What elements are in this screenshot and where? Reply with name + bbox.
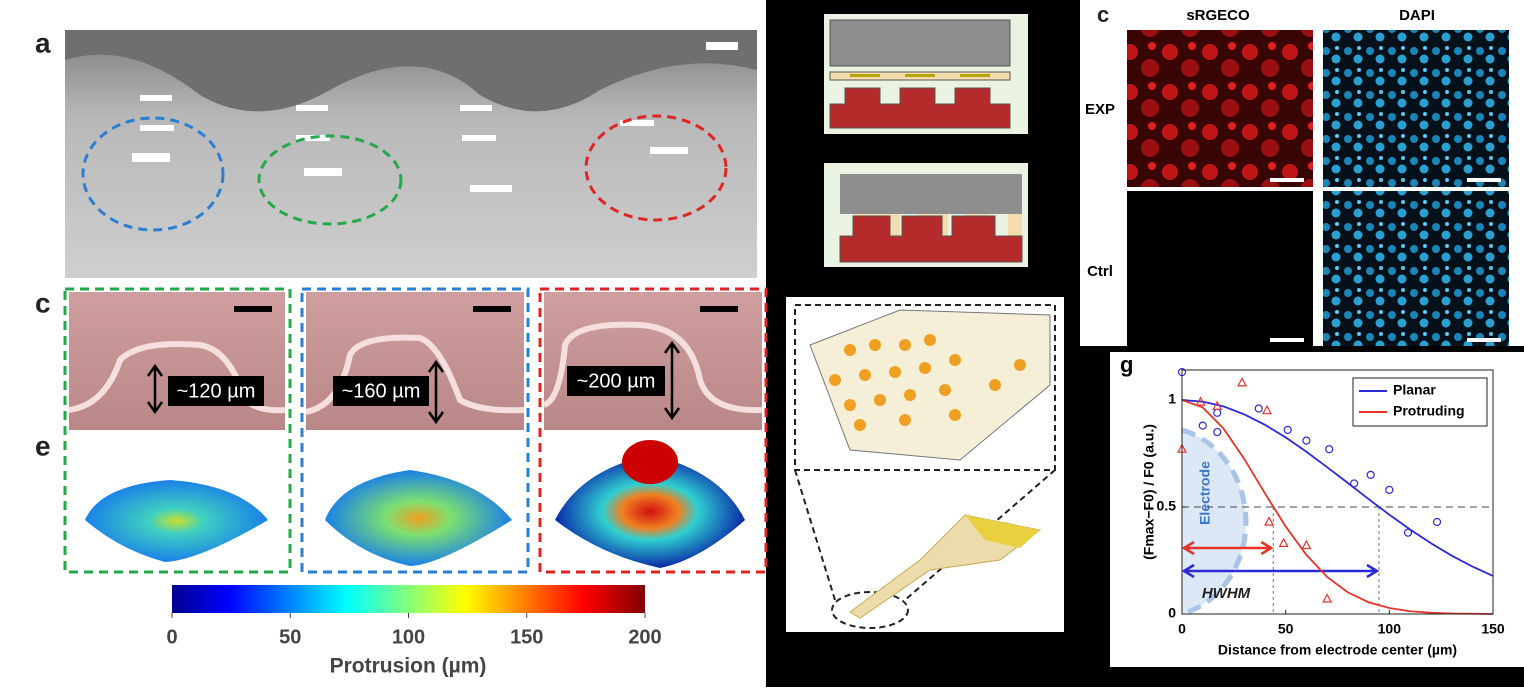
data-point (1198, 421, 1207, 430)
sem-shadow (65, 30, 757, 112)
y-tick-label: 0 (1168, 605, 1176, 621)
column-header: sRGECO (1186, 7, 1250, 24)
data-point (1283, 425, 1292, 435)
y-tick-label: 1 (1168, 391, 1176, 407)
y-axis-label: (Fmax−F0) / F0 (a.u.) (1141, 424, 1157, 560)
hwhm-arrow (1181, 563, 1380, 579)
data-point (1278, 537, 1289, 547)
panel-label: c (35, 287, 51, 318)
colorbar-tick-label: 150 (510, 626, 543, 648)
x-tick-label: 50 (1278, 621, 1294, 637)
legend-label: Planar (1393, 382, 1436, 398)
panel-label: g (1120, 352, 1133, 377)
fit-line (1181, 399, 1494, 577)
highlight-circles (81, 114, 728, 232)
x-axis-label: Distance from electrode center (µm) (1218, 642, 1457, 658)
data-point (1262, 404, 1273, 415)
colorbar-tick-label: 50 (279, 626, 301, 648)
annotation: HWHM (1202, 585, 1251, 602)
data-point (1212, 400, 1223, 410)
chart: g Electrode HWHM 0 50 100 150 0 0.5 1 Distance fro… (1120, 352, 1505, 658)
data-point (1301, 539, 1312, 550)
data-point (1385, 485, 1394, 494)
data-point (1195, 396, 1206, 406)
data-point (1254, 404, 1263, 413)
schematic (786, 14, 1064, 632)
hwhm-arrow (1181, 540, 1274, 556)
electrode-region (1181, 427, 1249, 617)
data-point (1349, 479, 1359, 488)
x-tick-label: 150 (1481, 621, 1505, 637)
annotation: Electrode (1197, 461, 1213, 525)
legend-box (1352, 377, 1488, 427)
height-label: ~200 µm (577, 370, 656, 392)
profile-panels (63, 287, 768, 574)
y-tick-label: 0.5 (1157, 498, 1177, 514)
data-point (1264, 516, 1275, 526)
panel-label: a (35, 27, 51, 58)
data-point (1366, 470, 1375, 479)
plot-frame (1181, 369, 1494, 615)
colorbar-ticks: 0 50 100 150 200 (166, 613, 662, 648)
fit-line (1181, 399, 1494, 615)
colorbar-tick-label: 200 (628, 626, 661, 648)
data-point (1403, 528, 1413, 537)
data-point (1322, 593, 1333, 603)
legend-label: Protruding (1393, 403, 1465, 419)
colorbar-tick-label: 0 (166, 626, 177, 648)
row-header: EXP (1085, 101, 1115, 118)
micrographs (1127, 30, 1509, 346)
data-point (1302, 436, 1311, 445)
data-point (1213, 427, 1222, 437)
data-point (1325, 445, 1334, 454)
data-point (1237, 377, 1248, 387)
row-header: Ctrl (1087, 263, 1113, 280)
x-tick-label: 0 (1178, 621, 1186, 637)
column-header: DAPI (1399, 7, 1435, 24)
panel-label: e (35, 430, 51, 461)
colorbar-title: Protrusion (µm) (330, 655, 487, 678)
x-tick-label: 100 (1378, 621, 1402, 637)
data-point (1432, 517, 1442, 527)
height-label: ~120 µm (177, 380, 256, 402)
colorbar-tick-label: 100 (392, 626, 425, 648)
colorbar (172, 585, 645, 613)
height-label: ~160 µm (342, 380, 421, 402)
panel-label: c (1097, 2, 1109, 27)
